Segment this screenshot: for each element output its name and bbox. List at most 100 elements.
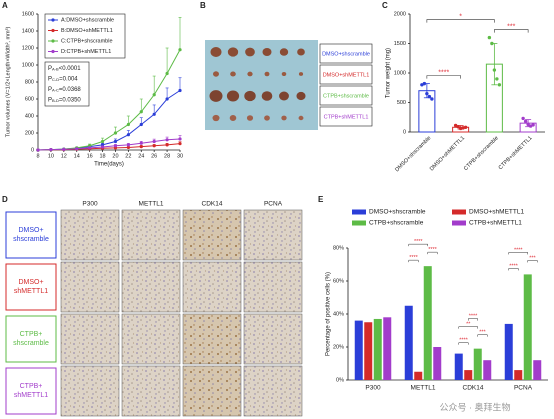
bar xyxy=(383,317,392,380)
marker xyxy=(165,138,169,142)
marker xyxy=(178,48,182,52)
marker xyxy=(113,144,118,148)
bar xyxy=(483,360,492,380)
series-line xyxy=(37,138,181,151)
x-axis-label: Time(days) xyxy=(94,162,124,168)
x-tick-label: 28 xyxy=(164,153,170,159)
label-box xyxy=(319,43,373,64)
x-tick-label: 18 xyxy=(99,153,105,159)
sig-bracket xyxy=(427,251,438,255)
tumor xyxy=(212,114,220,122)
tumor xyxy=(244,90,256,102)
histology-image xyxy=(60,313,120,365)
sig-bracket xyxy=(468,318,478,321)
y-tick-label: 1200 xyxy=(22,45,34,51)
legend-swatch xyxy=(352,220,366,226)
marker xyxy=(36,148,40,152)
tumor xyxy=(245,47,255,57)
sig-label: ** xyxy=(466,322,471,328)
tumor xyxy=(297,48,305,56)
sig-label: **** xyxy=(514,247,523,253)
histology-image xyxy=(121,365,181,417)
sig-bracket xyxy=(477,334,488,337)
x-tick-label: DMSO+shscramble xyxy=(394,135,432,173)
row-label: shscramble xyxy=(13,340,49,347)
data-point xyxy=(531,123,535,127)
row-label: shMETTL1 xyxy=(14,392,48,399)
marker xyxy=(88,146,92,150)
panel-label: B xyxy=(200,1,206,10)
column-header: P300 xyxy=(82,201,98,208)
p-symbol: P xyxy=(48,87,52,93)
panel-label: C xyxy=(382,1,388,10)
data-point xyxy=(427,94,432,99)
marker xyxy=(152,93,156,97)
sig-bracket xyxy=(508,252,528,255)
data-point xyxy=(490,41,494,46)
bar xyxy=(523,274,532,380)
sig-bracket xyxy=(527,260,538,263)
x-tick-label: CTPB+shMETTL1 xyxy=(498,135,534,171)
legend-entry: CTPB+shMETTL1 xyxy=(469,220,522,227)
column-header: METTL1 xyxy=(139,201,164,208)
p-value: PA-B<0.0001 xyxy=(48,66,81,72)
data-point xyxy=(422,81,427,86)
data-point xyxy=(487,35,492,40)
tumor xyxy=(298,115,304,121)
histology-image xyxy=(182,313,242,365)
bar xyxy=(433,347,442,380)
sig-label: **** xyxy=(459,338,468,344)
y-axis-label: Percentage of positive cells (%) xyxy=(326,272,332,356)
p-subscript: B-D xyxy=(52,98,59,103)
marker xyxy=(126,143,130,147)
sig-bracket xyxy=(426,19,495,23)
tumor xyxy=(213,71,219,77)
histology-image xyxy=(182,365,242,417)
marker xyxy=(178,137,182,141)
y-tick-label: 80% xyxy=(333,245,344,251)
x-tick-label: P300 xyxy=(365,385,381,392)
row-label: shMETTL1 xyxy=(14,288,48,295)
y-tick-label: 0 xyxy=(31,147,34,153)
y-tick-label: 500 xyxy=(397,100,406,106)
tumor xyxy=(210,47,222,57)
annotation-box xyxy=(44,61,90,107)
p-value: PC-D=0.004 xyxy=(48,76,78,82)
marker xyxy=(139,141,143,145)
data-point xyxy=(523,119,528,124)
marker xyxy=(165,97,169,101)
marker xyxy=(178,88,182,93)
histology-image xyxy=(60,209,120,261)
tumor-label: CTPB+shMETTL1 xyxy=(324,114,369,120)
tumor-label: CTPB+shscramble xyxy=(323,93,369,99)
x-tick-label: 16 xyxy=(87,153,93,159)
tumor xyxy=(226,90,240,102)
bar xyxy=(364,322,373,380)
legend-marker xyxy=(51,39,55,43)
bar xyxy=(354,320,363,380)
y-tick-label: 60% xyxy=(333,278,344,284)
histology-image xyxy=(243,313,303,365)
sig-label: *** xyxy=(479,330,486,336)
tumor xyxy=(246,115,254,121)
p-symbol: P xyxy=(48,97,52,103)
histology-image xyxy=(243,261,303,313)
marker xyxy=(113,139,118,144)
y-tick-label: 1000 xyxy=(394,70,406,76)
bar xyxy=(504,323,513,380)
sig-label: **** xyxy=(414,239,423,245)
legend-marker xyxy=(51,18,55,22)
histology-image xyxy=(182,261,242,313)
marker xyxy=(75,147,79,151)
tumor xyxy=(262,47,272,57)
x-tick-label: METTL1 xyxy=(411,385,436,392)
y-tick-label: 2000 xyxy=(394,11,406,17)
data-point xyxy=(456,124,460,129)
data-point xyxy=(430,97,434,101)
marker xyxy=(126,145,130,150)
y-tick-label: 1600 xyxy=(22,11,34,17)
legend-entry: DMSO+shMETTL1 xyxy=(469,209,524,216)
row-label-box xyxy=(5,263,57,311)
watermark: 公众号 · 奥拜生物 xyxy=(440,401,511,412)
